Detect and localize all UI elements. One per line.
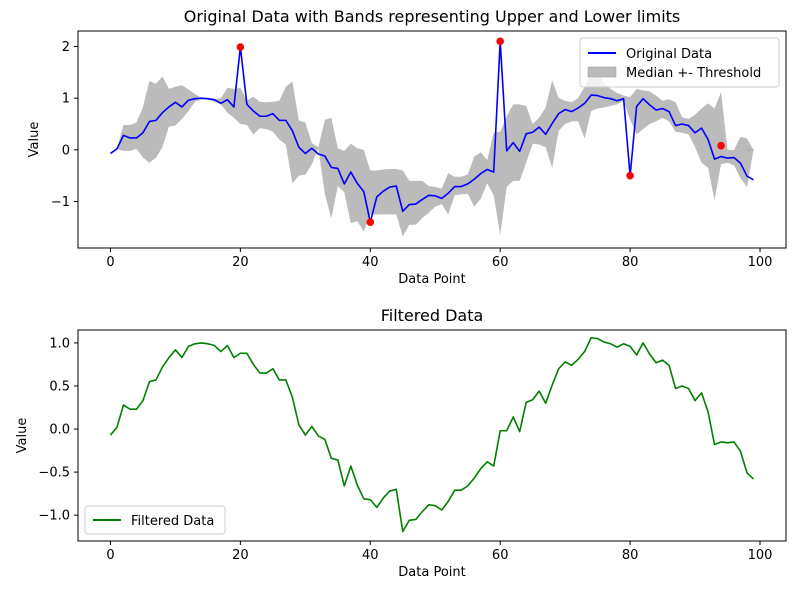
x-tick-label: 40	[362, 548, 379, 563]
y-axis-label-filtered: Value	[15, 418, 30, 454]
outlier-point	[236, 43, 245, 51]
x-tick-label: 80	[622, 255, 639, 270]
x-axis-label-filtered: Data Point	[398, 565, 465, 580]
x-tick-label: 80	[622, 548, 639, 563]
x-tick-label: 40	[362, 255, 379, 270]
outlier-point	[717, 141, 725, 150]
chart-filtered-data: Filtered Data Data Point Value 0 20 40 60 80…	[15, 306, 787, 580]
chart-title-filtered: Filtered Data	[381, 306, 484, 325]
legend-label-filtered-data: Filtered Data	[131, 514, 214, 529]
legend-filtered: Filtered Data	[84, 505, 226, 535]
filtered-data-line-group	[109, 336, 755, 533]
legend-box	[84, 505, 226, 535]
y-tick-label: −0.5	[38, 466, 70, 481]
legend-label-original-data: Original Data	[626, 47, 712, 62]
x-tick-label: 100	[748, 548, 773, 563]
x-tick-label: 60	[492, 548, 509, 563]
legend-original: Original Data Median +- Threshold	[579, 37, 780, 88]
x-tick-label: 20	[232, 548, 249, 563]
legend-box	[579, 37, 780, 88]
y-tick-label: 0	[62, 143, 70, 158]
y-tick-label: 1.0	[49, 336, 70, 351]
x-tick-label: 0	[106, 255, 114, 270]
y-tick-label: 0.0	[49, 423, 70, 438]
axes-filtered: 0 20 40 60 80 100 −1.0 −0.5 0.0 0.5 1.0	[38, 329, 787, 563]
x-tick-label: 100	[748, 255, 773, 270]
x-tick-label: 0	[106, 548, 114, 563]
outlier-point	[366, 218, 375, 226]
outlier-points	[236, 37, 725, 226]
x-tick-label: 60	[492, 255, 509, 270]
y-axis-label-original: Value	[27, 122, 42, 158]
series-line	[109, 336, 755, 533]
x-axis-label-original: Data Point	[398, 272, 465, 287]
plot-frame	[77, 329, 787, 542]
outlier-point	[496, 37, 505, 46]
legend-label-band: Median +- Threshold	[626, 66, 761, 81]
band-area	[116, 71, 754, 237]
outlier-point	[626, 171, 634, 180]
legend-swatch-band	[587, 66, 617, 78]
original-data-line-group	[110, 40, 754, 223]
y-tick-label: 2	[62, 40, 70, 55]
y-tick-label: 1	[62, 92, 70, 107]
y-tick-label: 0.5	[49, 379, 70, 394]
series-line	[110, 40, 754, 223]
y-tick-label: −1	[51, 195, 70, 210]
threshold-band	[116, 71, 754, 237]
chart-title-original: Original Data with Bands representing Up…	[184, 7, 681, 26]
axes-original: 0 20 40 60 80 100 −1 0 1 2	[51, 30, 787, 270]
y-tick-label: −1.0	[38, 509, 70, 524]
chart-original-data: Original Data with Bands representing Up…	[27, 7, 787, 287]
x-tick-label: 20	[232, 255, 249, 270]
plot-frame	[77, 30, 787, 249]
